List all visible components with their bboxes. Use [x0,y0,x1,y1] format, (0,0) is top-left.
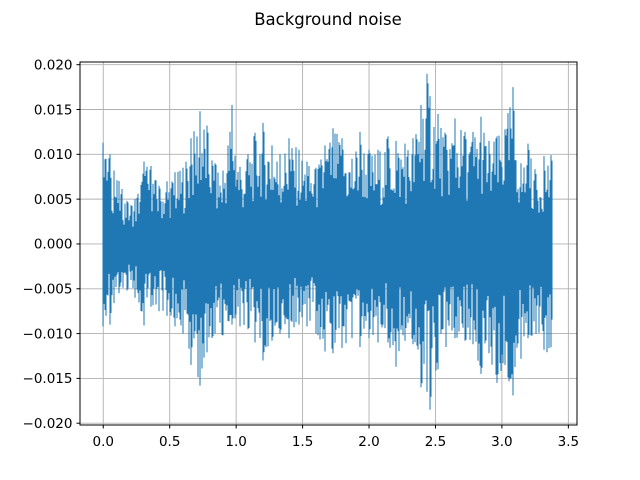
y-tick-label: −0.020 [23,416,73,432]
x-tick-label: 3.5 [558,434,579,450]
x-tick-label: 1.0 [225,434,246,450]
y-tick-label: −0.005 [23,282,73,298]
x-tick-label: 0.0 [93,434,114,450]
noise-waveform [102,73,553,410]
x-tick-label: 0.5 [159,434,180,450]
x-tick-label: 2.5 [425,434,446,450]
x-tick-label: 2.0 [358,434,379,450]
y-tick-label: 0.000 [34,237,73,253]
y-tick-label: 0.015 [34,102,73,118]
y-tick-label: 0.010 [34,147,73,163]
tick-labels-layer: 0.0 0.5 1.0 1.5 2.0 2.5 3.0 3.5 0.020 0.015 0.010 0… [23,57,580,450]
axes-layer [76,61,578,429]
y-tick-label: −0.010 [23,326,73,342]
x-tick-label: 3.0 [491,434,512,450]
noise-waveform-layer [102,73,553,410]
y-tick-label: 0.005 [34,192,73,208]
x-tick-label: 1.5 [292,434,313,450]
y-tick-label: 0.020 [34,57,73,73]
chart-title: Background noise [254,10,402,29]
y-tick-label: −0.015 [23,371,73,387]
